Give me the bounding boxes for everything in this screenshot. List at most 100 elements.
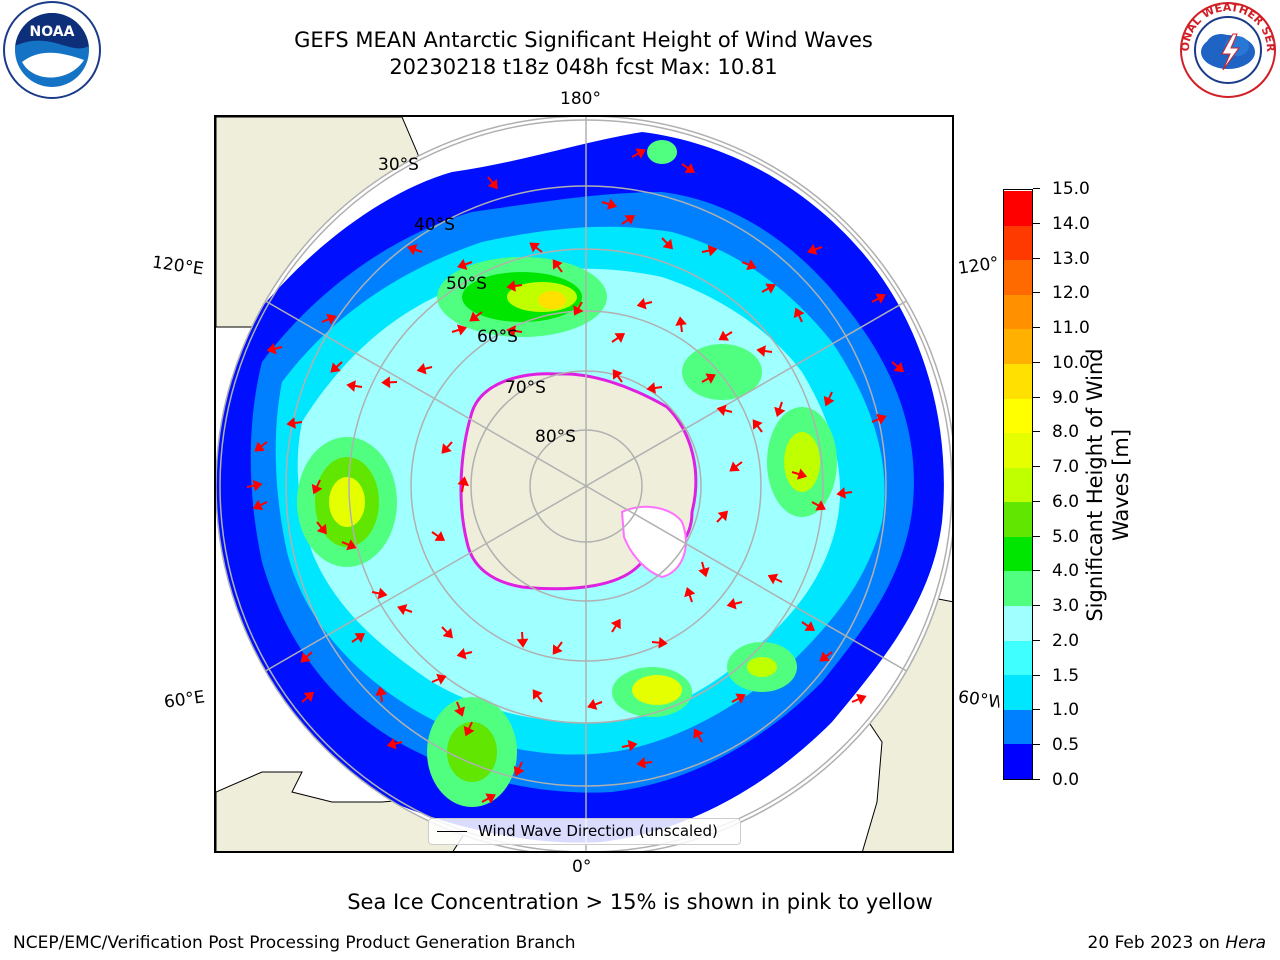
wind-wave-arrow-head bbox=[326, 313, 337, 325]
wind-wave-arrow-head bbox=[311, 483, 323, 495]
colorbar-tick-label: 10.0 bbox=[1052, 352, 1090, 373]
wind-wave-arrow-head bbox=[552, 644, 563, 655]
colorbar-segment bbox=[1004, 467, 1032, 503]
colorbar-tick-label: 8.0 bbox=[1052, 422, 1080, 443]
colorbar-tick bbox=[1033, 674, 1040, 676]
wind-wave-arrow-head bbox=[735, 693, 746, 704]
wind-wave-arrow-head bbox=[303, 691, 315, 702]
colorbar-tick bbox=[1033, 222, 1040, 224]
wind-wave-arrow-head bbox=[286, 417, 296, 429]
sea-ice-note: Sea Ice Concentration > 15% is shown in … bbox=[347, 890, 933, 914]
wind-wave-arrow-head bbox=[836, 487, 846, 499]
noaa-logo: NOAA bbox=[0, 0, 104, 100]
colorbar-segment bbox=[1004, 501, 1032, 537]
wind-wave-arrow-head bbox=[796, 468, 808, 480]
wind-wave-arrow-head bbox=[876, 413, 887, 425]
wind-wave-arrow-head bbox=[377, 587, 388, 600]
wind-wave-arrow-head bbox=[606, 198, 618, 210]
colorbar-tick bbox=[1033, 292, 1040, 294]
wind-wave-arrow-head bbox=[893, 362, 905, 373]
colorbar-segment bbox=[1004, 674, 1032, 710]
wind-wave-arrow-head bbox=[456, 647, 467, 660]
colorbar-title-line1: Significant Height of Wind bbox=[1083, 348, 1107, 622]
wind-wave-arrow-head bbox=[485, 793, 496, 804]
lon-label-60w: 60°W bbox=[956, 687, 1002, 713]
wind-wave-arrow-head bbox=[346, 380, 356, 392]
wind-wave-arrow-head bbox=[807, 243, 818, 255]
wind-wave-arrow-head bbox=[718, 330, 730, 341]
wind-wave-arrow-head bbox=[487, 178, 498, 190]
nws-logo: NATIONAL WEATHER SERVICE bbox=[1172, 0, 1280, 100]
wind-wave-arrow-head bbox=[254, 441, 265, 452]
colorbar-tick bbox=[1033, 188, 1040, 189]
wind-wave-arrow-head bbox=[684, 587, 696, 598]
colorbar-segment bbox=[1004, 570, 1032, 607]
colorbar-tick bbox=[1033, 779, 1040, 780]
wind-wave-arrow-head bbox=[705, 373, 716, 384]
colorbar-tick bbox=[1033, 361, 1040, 363]
wind-wave-arrow-head bbox=[614, 333, 626, 343]
colorbar-segment bbox=[1004, 190, 1032, 226]
wind-wave-arrow-head bbox=[636, 297, 647, 310]
colorbar-segment bbox=[1004, 709, 1032, 745]
colorbar-tick-label: 0.0 bbox=[1052, 770, 1080, 790]
wind-wave-arrow-head bbox=[627, 739, 638, 752]
wind-wave-arrow-head bbox=[513, 765, 525, 777]
colorbar-segment bbox=[1004, 259, 1032, 295]
wind-wave-arrow-head bbox=[624, 215, 636, 225]
colorbar-segment bbox=[1004, 225, 1032, 261]
colorbar-segment bbox=[1004, 640, 1032, 676]
lon-label-120e: 120°E bbox=[150, 252, 205, 280]
wind-wave-arrow-head bbox=[612, 369, 623, 380]
colorbar-tick-label: 1.0 bbox=[1052, 700, 1080, 721]
wind-wave-arrow-head bbox=[856, 693, 867, 705]
wind-wave-arrow-head bbox=[252, 479, 263, 492]
wind-wave-arrow-head bbox=[726, 597, 737, 610]
colorbar-tick bbox=[1033, 744, 1040, 746]
colorbar-tick bbox=[1033, 327, 1040, 329]
wind-wave-arrow-head bbox=[381, 376, 391, 389]
colorbar-title-line2: Waves [m] bbox=[1109, 428, 1133, 542]
wind-wave-arrow-head bbox=[746, 259, 757, 271]
colorbar-tick bbox=[1033, 431, 1040, 433]
colorbar-tick-label: 2.0 bbox=[1052, 630, 1080, 651]
map-legend: Wind Wave Direction (unscaled) bbox=[428, 818, 741, 845]
lat-label-30s: 30°S bbox=[378, 155, 419, 175]
colorbar-tick-label: 12.0 bbox=[1052, 283, 1090, 304]
wind-wave-arrow-head bbox=[610, 618, 621, 630]
colorbar-tick bbox=[1033, 396, 1040, 398]
colorbar-tick bbox=[1033, 709, 1040, 711]
lat-label-70s: 70°S bbox=[505, 378, 546, 398]
wind-wave-arrow-head bbox=[636, 757, 646, 769]
colorbar-segment bbox=[1004, 432, 1032, 468]
wind-wave-arrow-head bbox=[658, 636, 668, 649]
colorbar-tick-label: 5.0 bbox=[1052, 526, 1080, 547]
wind-wave-arrow-head bbox=[457, 476, 469, 487]
wind-wave-arrow-head bbox=[416, 362, 427, 375]
wind-wave-arrow-head bbox=[436, 673, 447, 685]
wind-wave-arrow-head bbox=[434, 531, 446, 541]
wind-wave-arrow-head bbox=[675, 316, 687, 326]
wind-wave-arrow-head bbox=[662, 238, 674, 250]
wind-wave-arrow-head bbox=[698, 567, 710, 578]
footer-branch: NCEP/EMC/Verification Post Processing Pr… bbox=[13, 933, 576, 953]
wind-wave-arrow-head bbox=[407, 244, 418, 256]
wind-wave-arrow-head bbox=[693, 728, 704, 739]
lon-label-60e: 60°E bbox=[162, 687, 207, 713]
wind-wave-arrow-head bbox=[729, 461, 740, 472]
chart-title-line2: 20230218 t18z 048h fcst Max: 10.81 bbox=[389, 55, 778, 79]
wind-wave-arrow-head bbox=[756, 345, 766, 357]
wind-wave-arrow-head bbox=[330, 362, 341, 373]
wind-wave-arrow-head bbox=[456, 324, 468, 336]
wind-wave-arrow-head bbox=[875, 293, 886, 304]
wind-wave-arrow-head bbox=[552, 259, 563, 270]
colorbar-segment bbox=[1004, 536, 1032, 572]
wind-wave-arrow-head bbox=[823, 395, 835, 407]
lon-label-0: 0° bbox=[572, 857, 592, 877]
map-panel: 30°S 40°S 50°S 60°S 70°S 80°S bbox=[214, 115, 954, 853]
colorbar-tick bbox=[1033, 535, 1040, 537]
footer-date-text: 20 Feb 2023 on bbox=[1087, 933, 1226, 953]
wind-wave-arrow-head bbox=[716, 404, 727, 417]
colorbar-tick-label: 9.0 bbox=[1052, 387, 1080, 408]
colorbar-segment bbox=[1004, 363, 1032, 399]
